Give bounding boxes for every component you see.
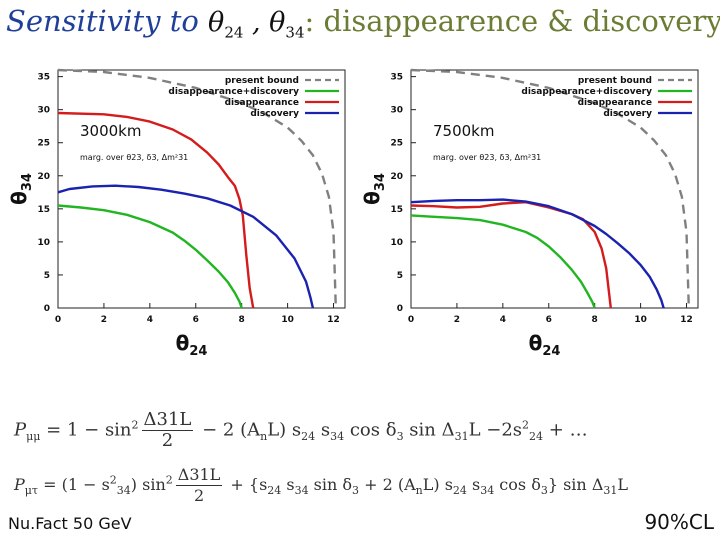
title-comma: ,	[243, 7, 270, 38]
y-tick-label: 10	[37, 238, 50, 248]
baseline-annotation: 3000km	[80, 122, 141, 140]
y-axis-label: θ34	[360, 173, 388, 205]
equation-p-mu-tau: Pμτ = (1 − s234) sin2 Δ31L 2 + {s24 s34 si…	[14, 465, 628, 505]
x-axis-label: θ24	[529, 331, 561, 358]
marg-annotation: marg. over θ23, δ3, Δm²31	[80, 153, 188, 162]
y-tick-label: 30	[390, 106, 403, 116]
x-tick-label: 0	[408, 315, 414, 325]
x-tick-label: 2	[454, 315, 460, 325]
y-tick-label: 10	[390, 238, 403, 248]
x-tick-label: 4	[147, 315, 153, 325]
y-tick-label: 25	[390, 139, 403, 149]
y-tick-label: 20	[37, 172, 50, 182]
y-tick-label: 0	[397, 304, 403, 314]
legend-label: discovery	[603, 109, 652, 119]
equation-p-mu-mu: Pμμ = 1 − sin2 Δ31L 2 − 2 (AnL) s24 s34 co…	[14, 409, 588, 451]
series-line-discovery	[57, 184, 315, 309]
title-suffix: : disappearence & discovery	[304, 4, 720, 38]
series-line-disappearance	[57, 111, 255, 309]
x-tick-label: 0	[55, 315, 61, 325]
x-tick-label: 2	[101, 315, 107, 325]
y-tick-label: 25	[37, 139, 50, 149]
y-tick-label: 15	[37, 205, 50, 215]
x-tick-label: 4	[500, 315, 506, 325]
x-tick-label: 12	[680, 315, 693, 325]
slide-title: Sensitivity to θ24 , θ34: disappearence …	[6, 4, 720, 52]
y-tick-label: 30	[37, 106, 50, 116]
series-line-present-bound	[57, 68, 337, 309]
marg-annotation: marg. over θ23, δ3, Δm²31	[433, 153, 541, 162]
series-line-disappearance-discovery	[410, 214, 596, 309]
x-tick-label: 8	[239, 315, 245, 325]
legend-label: disappearance+discovery	[168, 87, 299, 97]
title-prefix: Sensitivity to	[6, 4, 209, 38]
legend-label: disappearance	[225, 98, 299, 108]
x-tick-label: 10	[281, 315, 294, 325]
x-axis-label: θ24	[176, 331, 208, 358]
y-tick-label: 35	[37, 73, 50, 83]
y-axis-label: θ34	[7, 173, 35, 205]
y-tick-label: 15	[390, 205, 403, 215]
series-line-present-bound	[410, 68, 690, 309]
x-tick-label: 6	[546, 315, 552, 325]
y-tick-label: 35	[390, 73, 403, 83]
legend-label: disappearance	[578, 98, 652, 108]
series-line-disappearance-discovery	[57, 204, 243, 309]
y-tick-label: 5	[44, 271, 50, 281]
title-theta-24: θ24	[208, 7, 244, 42]
x-tick-label: 12	[327, 315, 340, 325]
baseline-annotation: 7500km	[433, 122, 494, 140]
legend-label: present bound	[578, 76, 652, 86]
legend-label: disappearance+discovery	[521, 87, 652, 97]
series-line-discovery	[410, 198, 665, 309]
plot-frame	[57, 69, 346, 309]
x-tick-label: 6	[193, 315, 199, 325]
plot-frame	[410, 69, 699, 309]
x-tick-label: 8	[592, 315, 598, 325]
legend-label: present bound	[225, 76, 299, 86]
y-tick-label: 20	[390, 172, 403, 182]
chart-3000km: 0 2 4 6 8 10 12 0 5 10 15 20 25 30 35 θ24 θ34 present bou…	[7, 68, 346, 358]
legend-label: discovery	[250, 109, 299, 119]
y-tick-label: 0	[44, 304, 50, 314]
y-tick-label: 5	[397, 271, 403, 281]
footer-cl-label: 90%CL	[644, 510, 714, 534]
title-theta-34: θ34	[269, 7, 305, 42]
x-tick-label: 10	[634, 315, 647, 325]
footer-nufact-label: Nu.Fact 50 GeV	[8, 514, 132, 533]
chart-7500km: 0 2 4 6 8 10 12 0 5 10 15 20 25 30 35 θ24 θ34 present bou…	[360, 68, 699, 358]
